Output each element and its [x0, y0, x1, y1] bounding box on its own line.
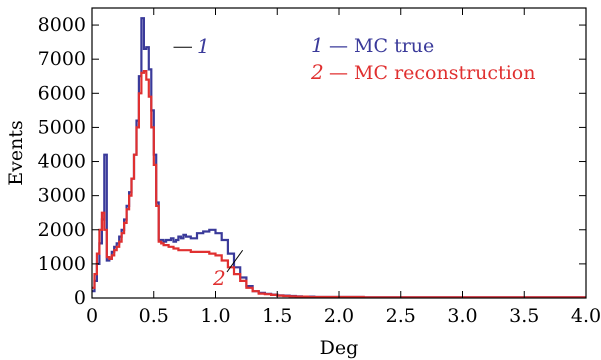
legend-number: 2 [310, 60, 324, 84]
x-tick-label: 0 [86, 305, 98, 327]
y-tick-label: 5000 [38, 116, 86, 138]
x-tick-label: 1.5 [262, 305, 292, 327]
legend-number: 1 [311, 33, 324, 57]
y-axis-title: Events [5, 120, 27, 185]
curve-2-label: 2 [212, 266, 226, 290]
y-tick-label: 6000 [38, 82, 86, 104]
y-tick-label: 0 [74, 287, 86, 309]
y-tick-label: 3000 [38, 185, 86, 207]
x-tick-label: 3.5 [509, 305, 539, 327]
series-line-2 [92, 70, 586, 299]
y-tick-label: 4000 [38, 151, 86, 173]
curve-labels: 12 [173, 34, 244, 290]
x-tick-label: 2.5 [386, 305, 416, 327]
x-tick-label: 3.0 [447, 305, 477, 327]
plot-area [92, 17, 586, 299]
x-axis-title: Deg [320, 337, 359, 359]
x-tick-label: 4.0 [571, 305, 601, 327]
axis-tick-labels: 0 0.5 1.0 1.5 2.0 2.5 3.0 3.5 4.0 0 1000 2000 3000 40… [38, 14, 601, 327]
x-tick-label: 1.0 [200, 305, 230, 327]
curve-1-label: 1 [197, 34, 210, 58]
y-tick-label: 8000 [38, 14, 86, 36]
axis-ticks [91, 8, 587, 299]
legend-label: — MC true [329, 35, 434, 57]
y-tick-label: 7000 [38, 48, 86, 70]
legend-label: — MC reconstruction [329, 62, 535, 84]
curve-2-leader-line [226, 249, 244, 273]
y-tick-label: 1000 [38, 253, 86, 275]
x-tick-label: 2.0 [324, 305, 354, 327]
x-tick-label: 0.5 [139, 305, 169, 327]
y-tick-label: 2000 [38, 219, 86, 241]
